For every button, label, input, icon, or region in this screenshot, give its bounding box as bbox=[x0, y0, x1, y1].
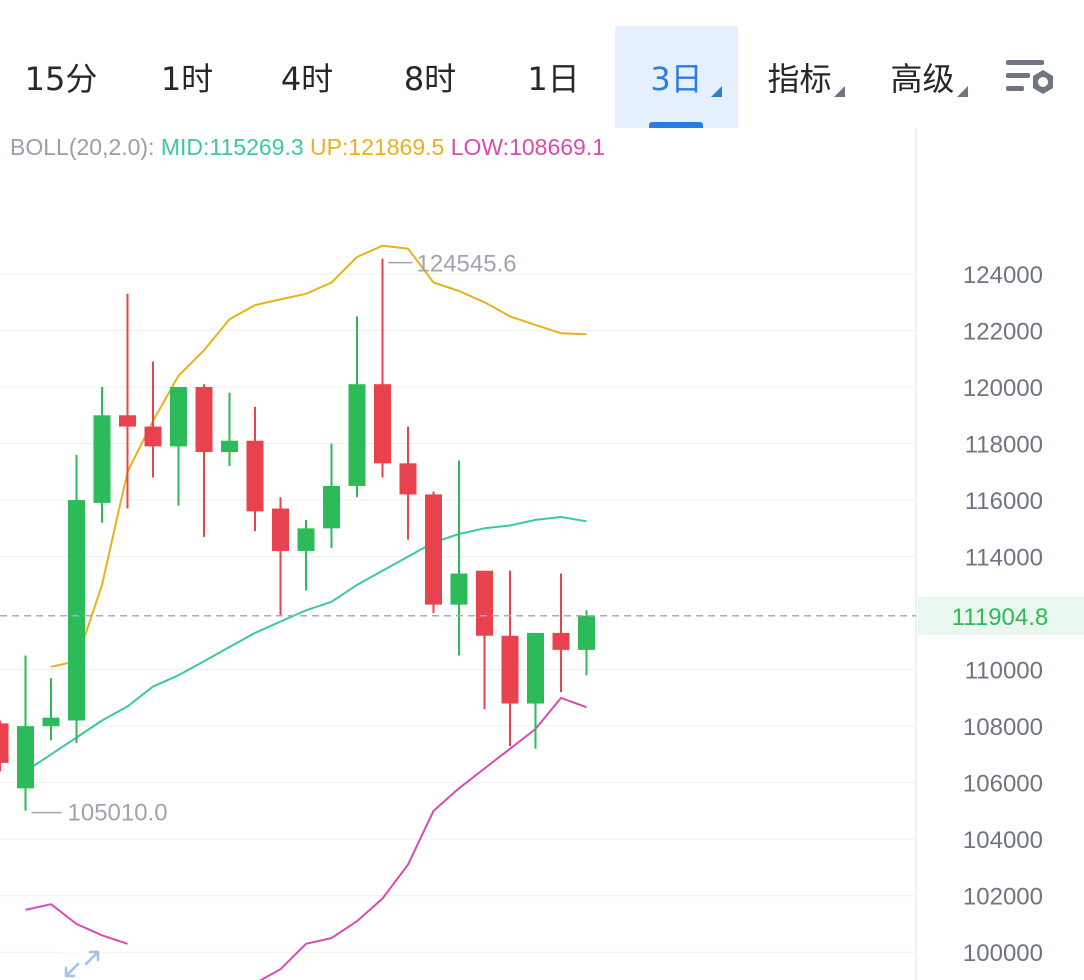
tab-label: 1时 bbox=[160, 60, 214, 98]
low-price-marker: 105010.0 bbox=[68, 800, 168, 827]
boll-upper-band bbox=[50, 244, 587, 668]
candle-body[interactable] bbox=[0, 723, 9, 763]
y-tick-label: 104000 bbox=[963, 827, 1043, 854]
candle-body[interactable] bbox=[17, 726, 34, 789]
y-tick-label: 102000 bbox=[963, 884, 1043, 911]
candle-body[interactable] bbox=[93, 415, 111, 503]
dropdown-triangle-icon bbox=[711, 86, 722, 97]
candle-body[interactable] bbox=[578, 615, 595, 650]
y-tick-label: 122000 bbox=[963, 319, 1043, 346]
y-tick-label: 108000 bbox=[963, 714, 1043, 741]
y-tick-label: 114000 bbox=[965, 545, 1043, 572]
tab-指标[interactable]: 指标 bbox=[738, 26, 861, 128]
tab-1时[interactable]: 1时 bbox=[128, 26, 246, 128]
candlestick-chart[interactable]: 124000 122000 120000 118000 116000 114000 1100… bbox=[0, 128, 1084, 980]
candle-body[interactable] bbox=[144, 426, 162, 447]
chart-settings-icon[interactable] bbox=[1004, 56, 1058, 100]
candle-body[interactable] bbox=[246, 440, 264, 512]
tab-label: 15分 bbox=[24, 60, 98, 98]
y-tick-label: 116000 bbox=[965, 488, 1043, 515]
dropdown-triangle-icon bbox=[834, 86, 845, 97]
candle-body[interactable] bbox=[170, 387, 187, 447]
tab-label: 8时 bbox=[403, 60, 457, 98]
boll-low-value: LOW:108669.1 bbox=[450, 134, 605, 160]
boll-up-value: UP:121869.5 bbox=[310, 134, 445, 160]
current-price-tag bbox=[918, 596, 1084, 635]
tab-15分[interactable]: 15分 bbox=[0, 26, 122, 128]
candle-body[interactable] bbox=[450, 573, 468, 605]
candle-body[interactable] bbox=[297, 528, 315, 551]
candle-body[interactable] bbox=[552, 632, 570, 650]
current-price-label: 111904.8 bbox=[952, 604, 1049, 631]
tab-label: 指标 bbox=[767, 60, 832, 98]
candle-body[interactable] bbox=[323, 485, 340, 529]
tab-高级[interactable]: 高级 bbox=[861, 26, 984, 128]
tab-1日[interactable]: 1日 bbox=[492, 26, 615, 128]
candle-body[interactable] bbox=[501, 635, 519, 704]
candle-body[interactable] bbox=[399, 463, 417, 495]
boll-mid-value: MID:115269.3 bbox=[160, 134, 304, 160]
candle-body[interactable] bbox=[42, 717, 60, 727]
candle-body[interactable] bbox=[348, 384, 366, 486]
candle-body[interactable] bbox=[68, 500, 85, 721]
expand-chart-icon[interactable] bbox=[60, 948, 106, 980]
tab-label: 3日 bbox=[650, 60, 703, 98]
tab-3日[interactable]: 3日 bbox=[615, 26, 738, 128]
timeframe-tab-bar: 15分 1时 4时 8时 1日 3日 指标 高级 bbox=[0, 0, 1084, 128]
y-tick-label: 106000 bbox=[963, 771, 1043, 798]
high-price-marker: 124545.6 bbox=[417, 251, 517, 278]
tab-label: 4时 bbox=[280, 60, 334, 98]
candle-body[interactable] bbox=[272, 508, 289, 551]
y-tick-label: 124000 bbox=[963, 262, 1043, 289]
active-tab-indicator bbox=[649, 122, 703, 128]
y-tick-label: 110000 bbox=[965, 658, 1043, 685]
candle-body[interactable] bbox=[374, 384, 391, 464]
candle-body[interactable] bbox=[119, 415, 136, 427]
boll-lower-band bbox=[25, 696, 587, 980]
dropdown-triangle-icon bbox=[957, 86, 968, 97]
tab-8时[interactable]: 8时 bbox=[368, 26, 492, 128]
y-tick-label: 100000 bbox=[963, 940, 1043, 967]
candle-body[interactable] bbox=[221, 440, 238, 453]
candle-body[interactable] bbox=[527, 632, 544, 704]
candle-body[interactable] bbox=[425, 494, 442, 605]
candle-body[interactable] bbox=[476, 570, 493, 636]
boll-name: BOLL(20,2.0): bbox=[10, 134, 155, 160]
boll-mid-line bbox=[24, 516, 587, 773]
tab-label: 高级 bbox=[890, 60, 955, 98]
y-tick-label: 120000 bbox=[963, 375, 1043, 402]
candle-body[interactable] bbox=[195, 387, 213, 453]
tab-label: 1日 bbox=[527, 60, 580, 98]
tab-4时[interactable]: 4时 bbox=[246, 26, 368, 128]
y-tick-label: 118000 bbox=[965, 432, 1043, 459]
boll-indicator-legend: BOLL(20,2.0): MID:115269.3 UP:121869.5 L… bbox=[10, 134, 605, 161]
